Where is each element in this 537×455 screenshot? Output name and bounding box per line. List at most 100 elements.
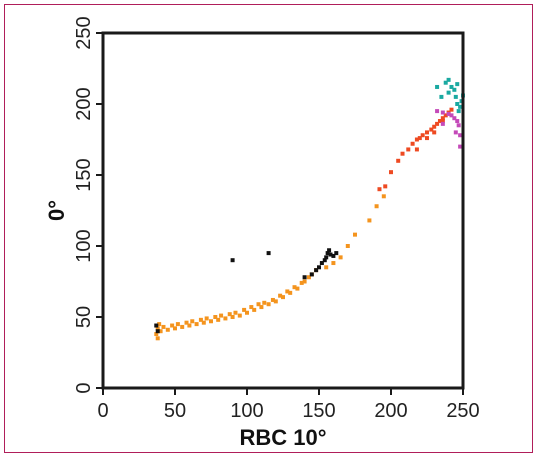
scatter-point (420, 133, 425, 138)
x-tick-label: 0 (97, 400, 108, 422)
scatter-point (410, 141, 415, 146)
scatter-point (449, 113, 454, 118)
scatter-point (425, 136, 429, 141)
scatter-point (429, 127, 434, 132)
scatter-point (458, 133, 463, 138)
scatter-point (446, 111, 451, 116)
scatter-point (440, 121, 445, 126)
scatter-point (302, 275, 307, 280)
scatter-point (233, 310, 238, 315)
scatter-point (170, 323, 175, 328)
x-tick-label: 200 (374, 400, 407, 422)
scatter-point (455, 82, 460, 87)
scatter-point (432, 130, 437, 135)
scatter-point (209, 319, 213, 324)
scatter-point (194, 322, 199, 327)
scatter-point (453, 94, 458, 99)
scatter-point (435, 109, 440, 114)
scatter-point (158, 329, 163, 334)
scatter-point (266, 251, 271, 256)
scatter-point (288, 290, 293, 295)
scatter-point (374, 204, 379, 209)
scatter-point (458, 104, 463, 109)
y-tick-label: 50 (73, 306, 95, 328)
scatter-point (314, 268, 319, 273)
x-axis-label: RBC 10° (239, 425, 326, 450)
y-axis-label: 0° (44, 200, 69, 221)
scatter-point (452, 87, 457, 92)
x-tick-label: 250 (446, 400, 479, 422)
scatter-point (223, 316, 228, 321)
scatter-point (292, 285, 297, 290)
scatter-point (213, 315, 218, 319)
scatter-point (184, 320, 189, 325)
y-tick-label: 250 (73, 16, 95, 49)
scatter-point (345, 244, 350, 248)
scatter-point (435, 84, 440, 89)
scatter-point (414, 147, 419, 152)
scatter-point (327, 248, 332, 253)
scatter-point (154, 323, 159, 328)
scatter-point (175, 322, 180, 327)
scatter-point (331, 261, 336, 266)
scatter-point (270, 297, 275, 302)
scatter-point (157, 322, 162, 327)
scatter-point (302, 279, 307, 284)
scatter-point (155, 326, 160, 331)
y-tick-label: 200 (73, 87, 95, 120)
scatter-point (309, 272, 314, 277)
scatter-point (155, 336, 160, 341)
scatter-point (249, 305, 254, 310)
scatter-point (443, 80, 448, 85)
scatter-point (322, 258, 327, 263)
scatter-point (449, 84, 454, 89)
scatter-point (396, 158, 401, 163)
scatter-point (417, 136, 422, 141)
scatter-point (334, 251, 339, 256)
scatter-point (285, 289, 290, 294)
scatter-point (439, 94, 444, 99)
scatter-point (281, 295, 285, 300)
scatter-point (219, 313, 224, 318)
scatter-point (324, 265, 329, 270)
scatter-point (165, 327, 170, 332)
scatter-point (319, 261, 324, 266)
x-tick-label: 50 (164, 400, 186, 422)
scatter-point (446, 77, 451, 82)
scatter-point (383, 184, 388, 189)
y-axis: 0 50 100 150 200 250 (73, 16, 103, 394)
scatter-point (216, 317, 221, 322)
plot-marks (154, 77, 465, 341)
scatter-point (204, 316, 209, 321)
figure-frame (4, 4, 533, 453)
scatter-point (367, 218, 372, 223)
scatter-point (456, 123, 461, 128)
scatter-point (325, 251, 330, 256)
scatter-point (381, 194, 386, 199)
scatter-point (266, 302, 271, 307)
x-tick-label: 100 (230, 400, 263, 422)
scatter-point (455, 102, 460, 106)
scatter-point (198, 317, 203, 322)
x-axis: 0 50 100 150 200 250 (97, 388, 480, 422)
scatter-point (425, 130, 429, 135)
scatter-point (278, 293, 283, 298)
scatter-point (295, 286, 300, 291)
y-tick-label: 150 (73, 158, 95, 191)
scatter-point (262, 300, 267, 305)
scatter-point (173, 326, 177, 331)
scatter-point (455, 119, 460, 124)
scatter-point (299, 280, 304, 285)
scatter-point (331, 253, 336, 258)
scatter-point (227, 312, 232, 317)
scatter-point (154, 332, 159, 337)
scatter-point (324, 255, 329, 260)
scatter-point (155, 329, 160, 334)
scatter-point (432, 124, 437, 129)
scatter-point (242, 307, 247, 312)
scatter-point (338, 255, 343, 260)
y-tick-label: 100 (73, 229, 95, 262)
scatter-point (273, 299, 278, 304)
scatter-point (458, 144, 463, 149)
